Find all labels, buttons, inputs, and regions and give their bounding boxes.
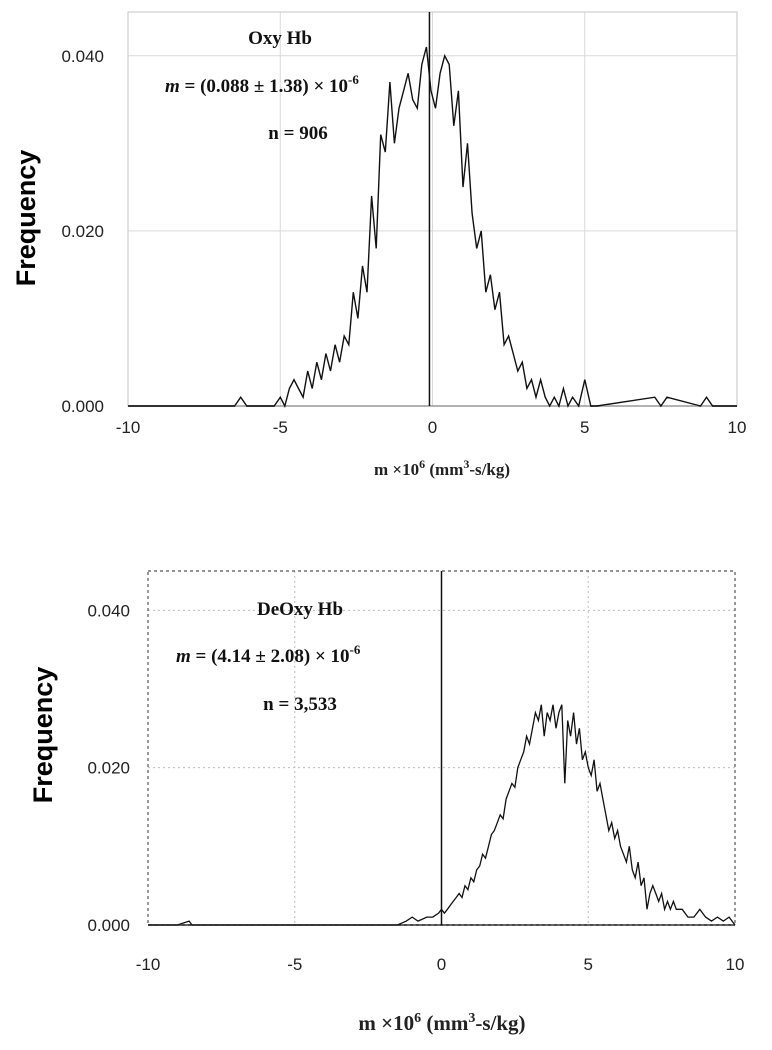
x-ticks-oxy: -10 -5 0 5 10 [116,418,747,437]
annotation-n-oxy: n = 906 [268,123,327,144]
grid-oxy [128,12,737,407]
annotation-formula-oxy: m = (0.088 ± 1.38) × 10-6 [165,72,359,97]
y-tick-label: 0.040 [61,47,104,66]
y-tick-label: 0.000 [87,916,130,935]
y-axis-label-oxy: Frequency [11,150,41,287]
x-tick-label: -5 [287,955,302,974]
y-axis-label-deoxy: Frequency [28,667,58,804]
x-ticks-deoxy: -10 -5 0 5 10 [136,955,745,974]
y-tick-label: 0.040 [87,601,130,620]
annotation-n-deoxy: n = 3,533 [263,694,337,715]
annotation-name-deoxy: DeOxy Hb [257,599,343,620]
y-ticks-oxy: 0.000 0.020 0.040 [61,47,104,416]
y-ticks-deoxy: 0.000 0.020 0.040 [87,601,130,935]
x-tick-label: -10 [136,955,161,974]
x-tick-label: -10 [116,418,141,437]
x-tick-label: 5 [584,955,593,974]
x-tick-label: 0 [428,418,437,437]
x-tick-label: 0 [437,955,446,974]
y-tick-label: 0.000 [61,397,104,416]
plot-frame-deoxy [147,570,736,926]
x-tick-label: 10 [728,418,747,437]
x-axis-label-deoxy: m ×106 (mm3-s/kg) [358,1011,525,1035]
y-tick-label: 0.020 [61,222,104,241]
plot-frame-oxy [127,11,738,407]
series-line-deoxy [148,704,736,926]
annotation-name-oxy: Oxy Hb [248,28,312,49]
x-tick-label: 5 [580,418,589,437]
chart-oxy-hb: 0.000 0.020 0.040 -10 -5 0 5 10 Frequency m ×1… [11,11,747,479]
x-axis-label-oxy: m ×106 (mm3-s/kg) [374,457,510,479]
chart-deoxy-hb: 0.000 0.020 0.040 -10 -5 0 5 10 Frequency m ×1… [28,570,745,1035]
y-tick-label: 0.020 [87,759,130,778]
series-line-oxy [128,46,737,408]
x-tick-label: -5 [273,418,288,437]
x-tick-label: 10 [726,955,745,974]
annotation-formula-deoxy: m = (4.14 ± 2.08) × 10-6 [176,642,361,667]
